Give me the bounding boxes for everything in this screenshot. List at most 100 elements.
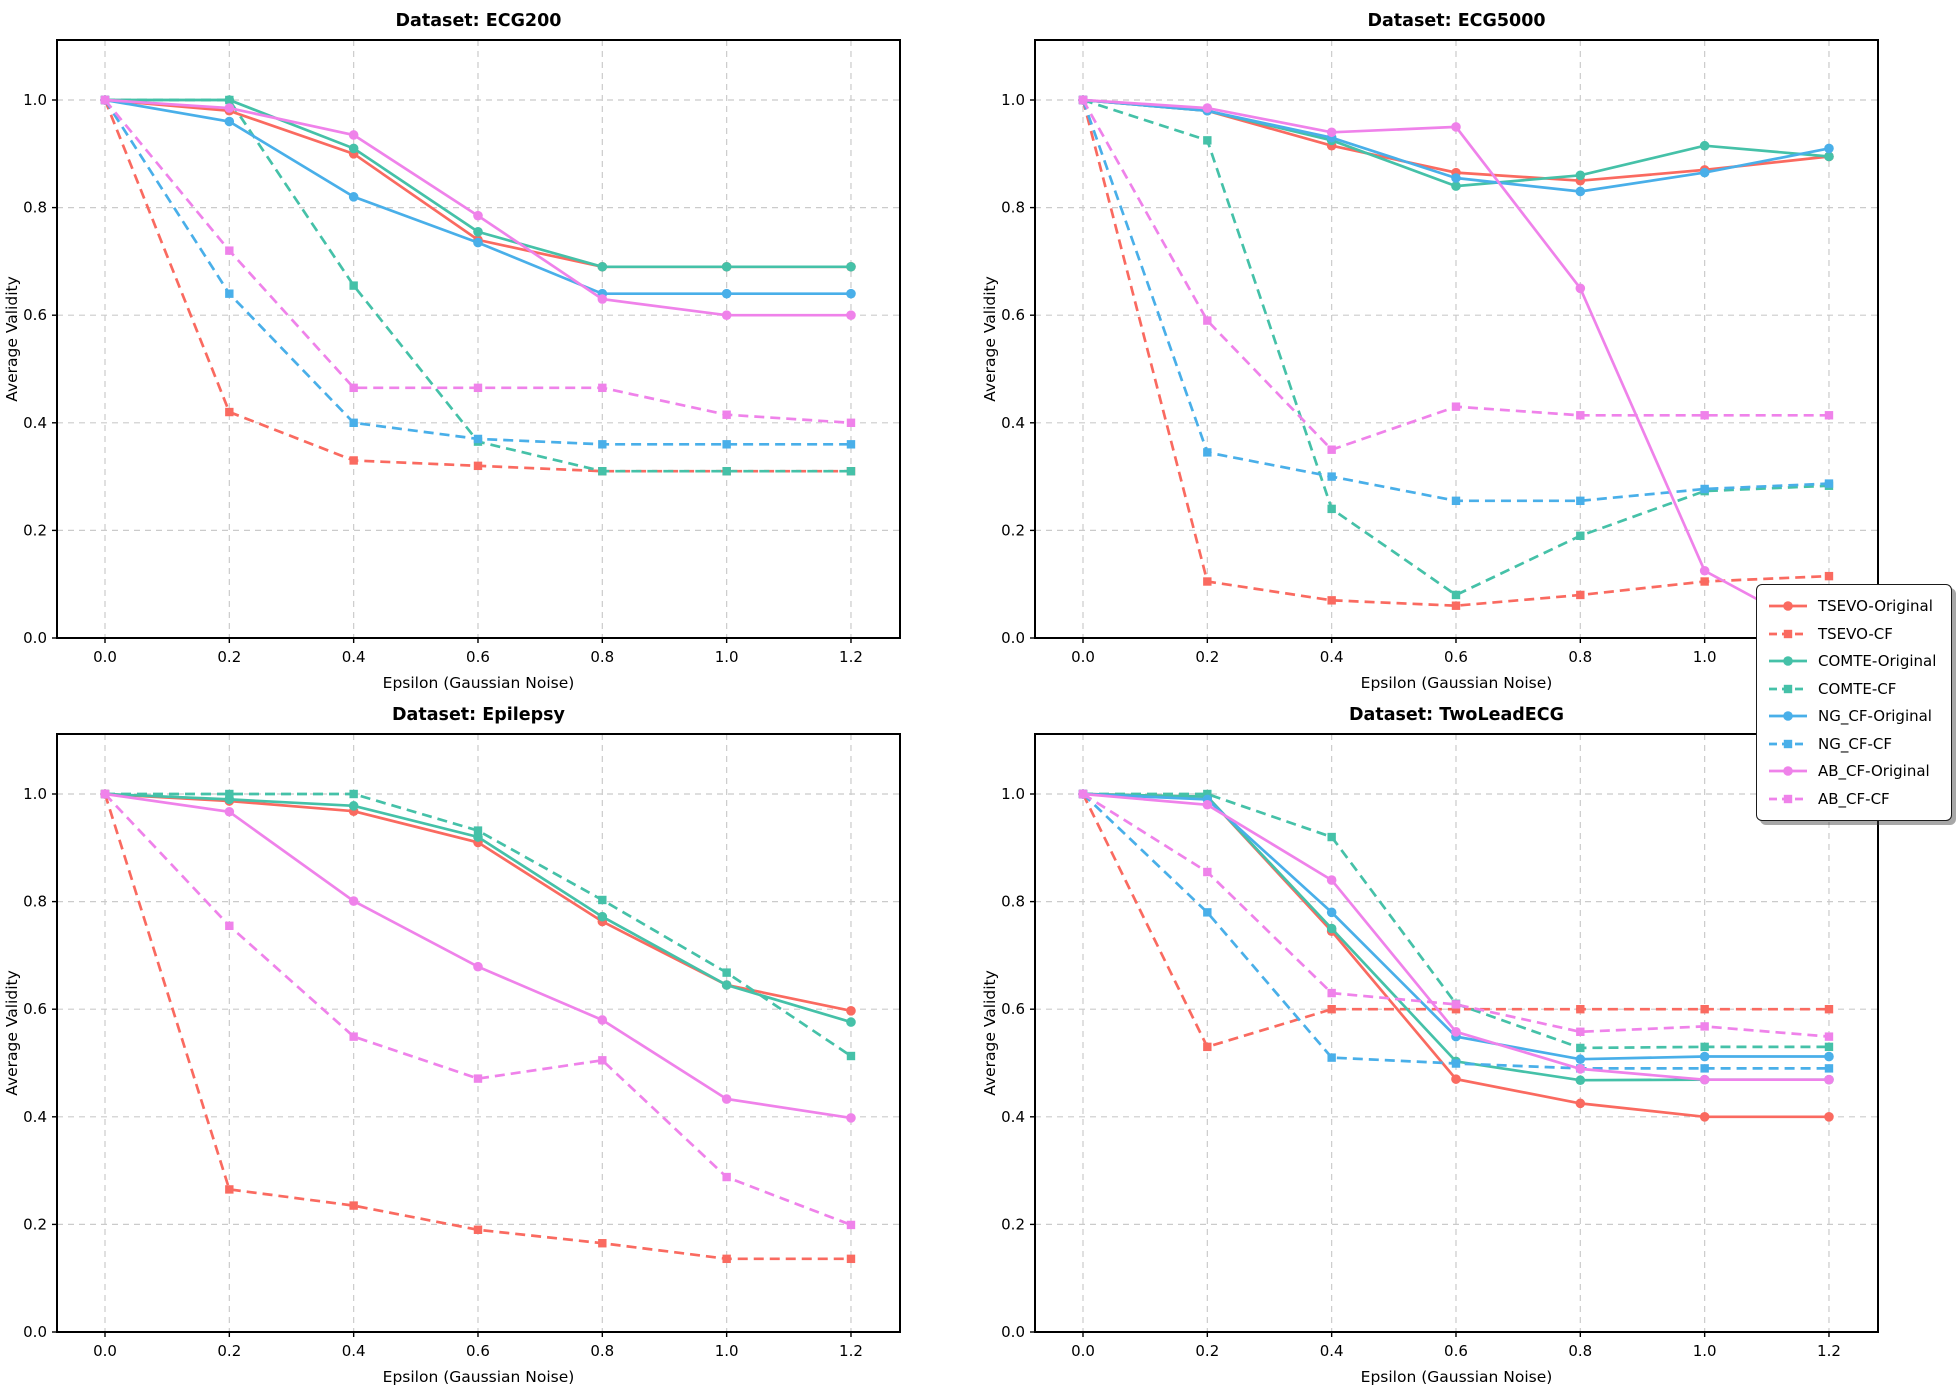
marker-square — [473, 826, 483, 835]
legend-label: AB_CF-Original — [1818, 762, 1930, 780]
marker-circle — [721, 1094, 732, 1104]
x-tick-label: 0.8 — [590, 1342, 614, 1360]
marker-square — [1451, 1059, 1461, 1068]
legend-marker-circle — [1783, 601, 1793, 611]
marker-circle — [348, 143, 359, 154]
marker-circle — [224, 806, 235, 817]
y-tick-label: 0.2 — [1001, 521, 1025, 539]
marker-square — [473, 1225, 483, 1234]
marker-square — [598, 1239, 607, 1248]
marker-circle — [846, 310, 856, 321]
marker-circle — [721, 261, 732, 272]
x-tick-label: 1.0 — [715, 1342, 739, 1360]
marker-square — [1824, 1032, 1834, 1041]
grid-lines — [57, 734, 900, 1332]
marker-square — [1451, 601, 1461, 610]
marker-circle — [1451, 122, 1461, 132]
x-tick-label: 1.0 — [715, 648, 739, 666]
marker-square — [225, 289, 234, 298]
marker-square — [598, 383, 607, 393]
line-chart-epilepsy: 0.0 0.2 0.4 0.6 0.8 1.0 1.2 0.0 0.2 0.4 0.6 0.8 1.0 D… — [3, 705, 901, 1386]
y-tick-label: 0.4 — [1001, 1108, 1025, 1126]
x-tick-label: 0.8 — [1568, 648, 1592, 666]
chart-cell-epilepsy: 0.0 0.2 0.4 0.6 0.8 1.0 1.2 0.0 0.2 0.4 0.6 0.8 1.0 D… — [0, 694, 978, 1388]
x-tick-label: 1.0 — [1693, 1342, 1717, 1360]
marker-circle — [1326, 875, 1337, 885]
marker-square — [846, 1051, 856, 1061]
marker-circle — [1699, 565, 1710, 576]
y-tick-label: 0.6 — [1001, 1000, 1025, 1018]
marker-square — [722, 410, 731, 419]
marker-circle — [1824, 143, 1834, 154]
x-tick-label: 0.0 — [93, 648, 117, 666]
marker-circle — [597, 911, 608, 922]
marker-circle — [473, 227, 483, 237]
marker-square — [225, 246, 234, 255]
marker-square — [722, 1254, 731, 1264]
marker-square — [846, 1254, 856, 1264]
marker-circle — [1824, 1051, 1834, 1062]
y-tick-label: 0.6 — [23, 306, 47, 324]
marker-square — [1700, 1042, 1709, 1052]
marker-square — [473, 383, 483, 393]
marker-circle — [1824, 151, 1834, 162]
marker-square — [1824, 571, 1834, 581]
marker-circle — [1326, 923, 1337, 934]
y-tick-label: 0.4 — [23, 1108, 47, 1126]
marker-circle — [1575, 1075, 1586, 1086]
marker-circle — [1451, 1026, 1461, 1037]
x-tick-label: 0.0 — [1071, 1342, 1095, 1360]
marker-square — [100, 95, 110, 105]
y-axis-label: Average Validity — [981, 276, 999, 401]
series-group — [100, 95, 856, 476]
marker-circle — [1575, 1054, 1586, 1065]
legend-item-comte-cf: COMTE-CF — [1767, 677, 1941, 701]
marker-square — [1576, 496, 1585, 506]
x-tick-label: 1.2 — [839, 1342, 863, 1360]
y-axis-label: Average Validity — [3, 970, 21, 1095]
marker-square — [1327, 504, 1336, 514]
marker-square — [225, 789, 234, 799]
marker-circle — [597, 294, 608, 304]
y-tick-label: 0.4 — [1001, 414, 1025, 432]
x-tick-label: 0.6 — [1444, 648, 1468, 666]
y-tick-label: 0.2 — [23, 1215, 47, 1233]
marker-square — [1824, 1042, 1834, 1052]
y-tick-label: 0.6 — [23, 1000, 47, 1018]
marker-circle — [846, 1017, 856, 1027]
marker-circle — [1699, 167, 1710, 178]
marker-circle — [473, 237, 483, 248]
marker-square — [722, 968, 731, 977]
marker-circle — [1699, 1051, 1710, 1062]
x-axis-label: Epsilon (Gaussian Noise) — [1361, 674, 1553, 692]
y-tick-label: 0.8 — [1001, 893, 1025, 911]
marker-square — [846, 1220, 856, 1230]
marker-square — [1078, 95, 1088, 105]
marker-circle — [1202, 103, 1213, 113]
y-tick-label: 1.0 — [1001, 785, 1025, 803]
marker-square — [1576, 411, 1585, 420]
legend-item-ng-cf-original: NG_CF-Original — [1767, 704, 1941, 728]
y-tick-label: 0.0 — [1001, 629, 1025, 647]
line-chart-twoleadecg: 0.0 0.2 0.4 0.6 0.8 1.0 1.2 0.0 0.2 0.4 0.6 0.8 1.0 D… — [981, 705, 1879, 1386]
marker-circle — [1575, 1098, 1586, 1109]
legend-solid-line-sample — [1769, 656, 1807, 666]
marker-square — [1824, 479, 1834, 488]
marker-square — [1451, 1000, 1461, 1009]
marker-square — [598, 467, 607, 476]
legend-marker-square — [1783, 629, 1793, 638]
chart-title: Dataset: TwoLeadECG — [1349, 705, 1564, 725]
marker-square — [722, 467, 731, 476]
marker-square — [1576, 590, 1585, 600]
marker-square — [1203, 448, 1212, 457]
y-tick-label: 0.8 — [23, 199, 47, 217]
marker-circle — [348, 896, 359, 906]
y-tick-label: 0.0 — [23, 1323, 47, 1341]
marker-square — [1576, 1043, 1585, 1053]
marker-square — [1203, 789, 1212, 799]
marker-square — [1327, 988, 1336, 998]
marker-circle — [597, 1015, 608, 1025]
legend-label: AB_CF-CF — [1818, 789, 1890, 808]
marker-square — [1700, 1022, 1709, 1031]
